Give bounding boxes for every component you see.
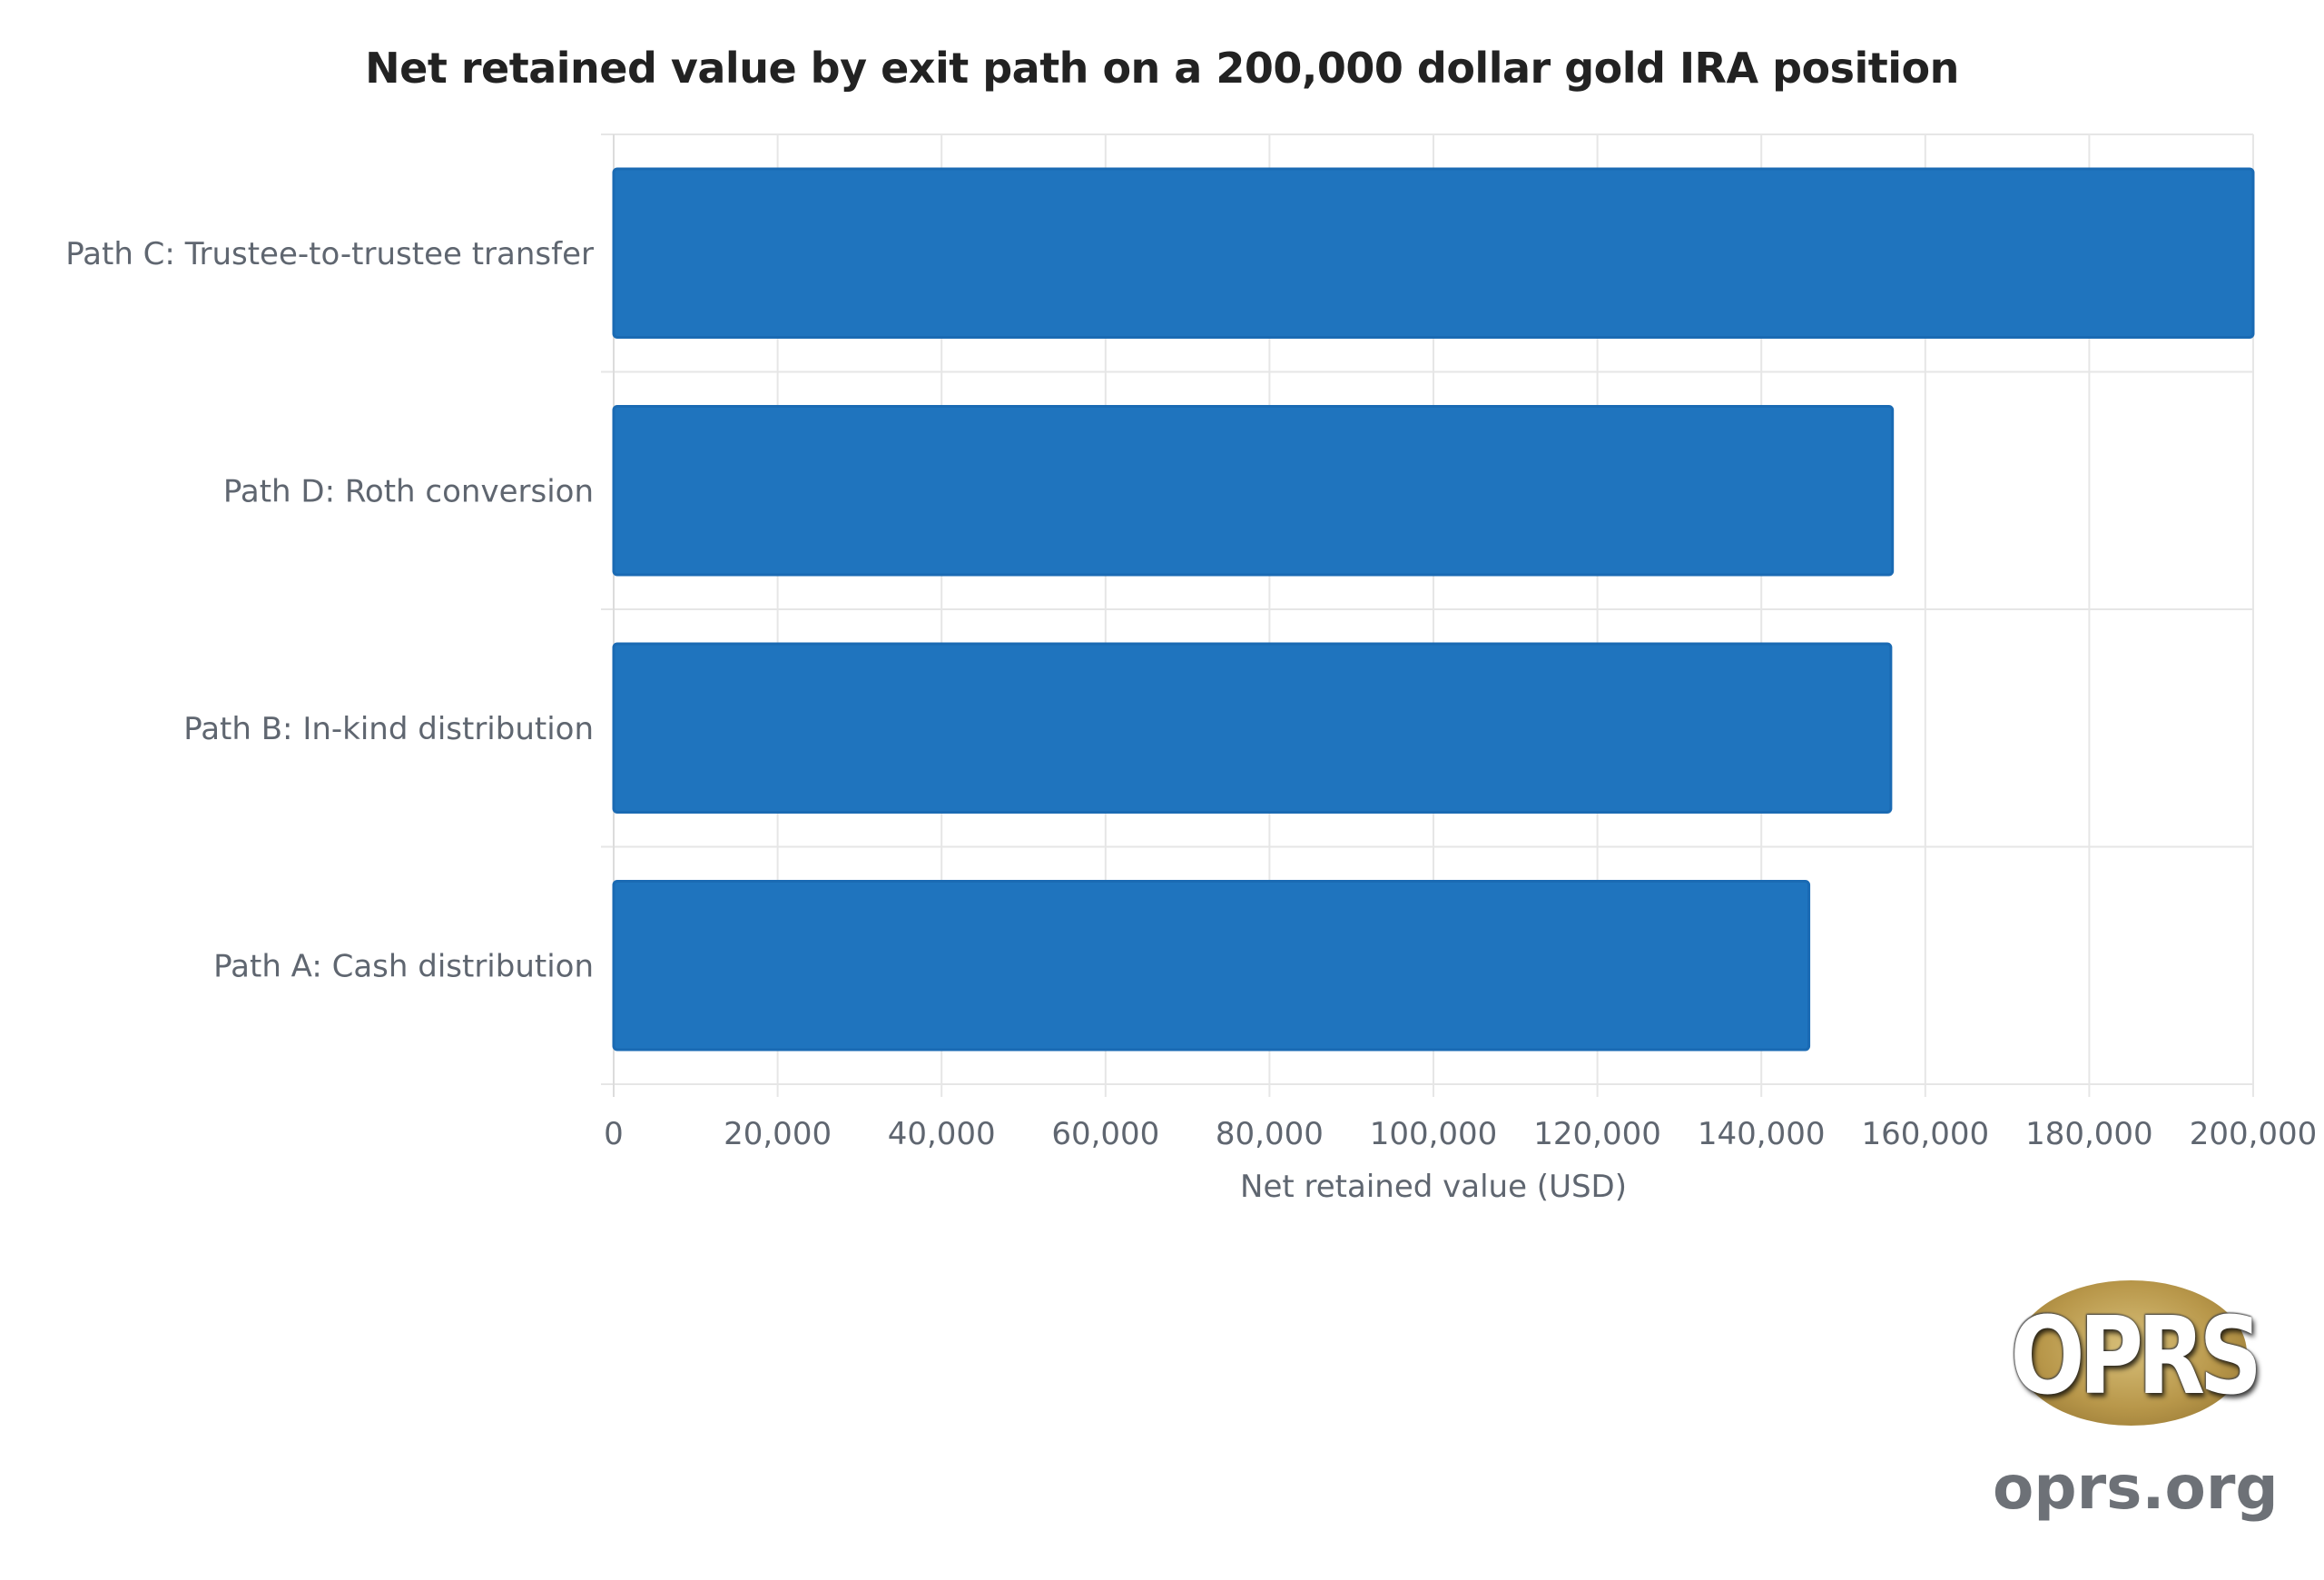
category-label: Path B: In-kind distribution [183, 711, 594, 747]
logo-gold-oval [2015, 1280, 2247, 1426]
bar [612, 405, 1895, 577]
x-tick-label: 120,000 [1533, 1116, 1661, 1152]
x-tick-label: 100,000 [1370, 1116, 1498, 1152]
category-label: Path A: Cash distribution [213, 948, 594, 984]
logo-text: OPRS [2010, 1292, 2262, 1418]
category-label: Path D: Roth conversion [223, 473, 594, 509]
x-tick-label: 40,000 [888, 1116, 996, 1152]
x-tick-label: 20,000 [724, 1116, 832, 1152]
category-label: Path C: Trustee-to-trustee transfer [65, 236, 594, 272]
x-tick-label: 200,000 [2190, 1116, 2318, 1152]
brand-url: oprs.org [1993, 1453, 2279, 1523]
bar [612, 642, 1893, 814]
bar [612, 167, 2255, 339]
bars-layer [612, 167, 2255, 1052]
x-tick-label: 160,000 [1861, 1116, 1989, 1152]
x-axis-title: Net retained value (USD) [1240, 1169, 1627, 1205]
x-tick-label: 60,000 [1051, 1116, 1159, 1152]
x-tick-labels: 0 20,000 40,000 60,000 80,000 100,000 120,000 1… [604, 1116, 2317, 1152]
x-tick-label: 140,000 [1698, 1116, 1826, 1152]
x-tick-label: 180,000 [2025, 1116, 2153, 1152]
x-tick-label: 0 [604, 1116, 624, 1152]
category-labels: Path C: Trustee-to-trustee transfer Path … [65, 236, 594, 985]
chart-title: Net retained value by exit path on a 200… [365, 44, 1959, 93]
oprs-logo: OPRS [2006, 1276, 2262, 1435]
bar [612, 880, 1811, 1052]
x-tick-label: 80,000 [1216, 1116, 1324, 1152]
